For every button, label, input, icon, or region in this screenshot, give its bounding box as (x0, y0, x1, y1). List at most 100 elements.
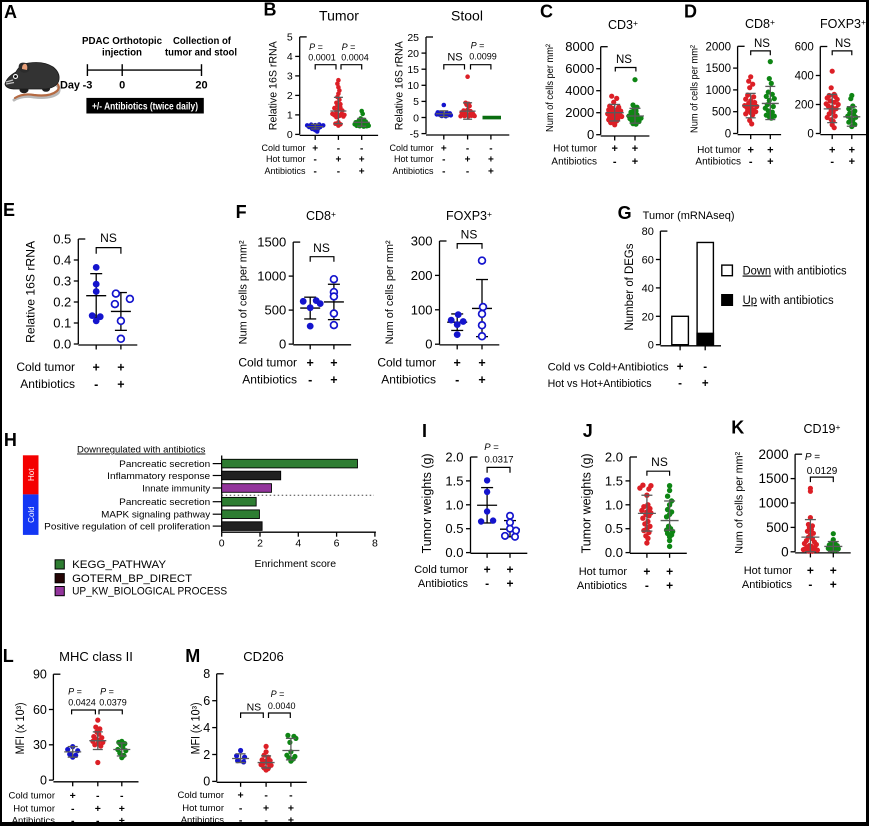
svg-text:0: 0 (413, 112, 419, 124)
svg-text:0: 0 (725, 129, 731, 141)
svg-text:0.5: 0.5 (53, 232, 71, 247)
svg-text:5: 5 (413, 96, 419, 108)
svg-text:+: + (307, 356, 314, 370)
svg-text:Pancreatic secretion: Pancreatic secretion (119, 459, 210, 470)
svg-text:Antibiotics: Antibiotics (577, 580, 628, 592)
svg-text:Collection of: Collection of (173, 35, 231, 47)
svg-text:UP_KW_BIOLOGICAL PROCESS: UP_KW_BIOLOGICAL PROCESS (72, 586, 227, 598)
svg-text:0: 0 (279, 337, 286, 352)
svg-text:300: 300 (411, 234, 433, 249)
svg-text:P =: P = (805, 452, 820, 463)
svg-text:Tumor: Tumor (319, 8, 359, 24)
svg-text:+: + (488, 167, 494, 178)
svg-text:6: 6 (334, 538, 340, 550)
svg-text:-: - (71, 815, 75, 826)
svg-text:1500: 1500 (706, 63, 732, 75)
svg-text:P =: P = (309, 42, 323, 52)
svg-text:500: 500 (712, 107, 731, 119)
svg-text:+: + (335, 155, 341, 166)
svg-text:Hot tumor: Hot tumor (744, 565, 793, 577)
svg-text:FOXP3+: FOXP3+ (820, 17, 866, 31)
svg-text:-: - (71, 803, 75, 815)
svg-text:0.0129: 0.0129 (807, 466, 838, 477)
svg-text:100: 100 (411, 302, 433, 317)
svg-text:1.5: 1.5 (605, 473, 623, 488)
svg-text:30: 30 (33, 738, 47, 752)
svg-text:-: - (645, 579, 649, 593)
svg-text:0: 0 (287, 129, 293, 141)
svg-text:Hot tumor: Hot tumor (182, 803, 224, 814)
svg-text:-: - (749, 156, 753, 168)
svg-text:-: - (337, 167, 340, 178)
svg-text:+: + (288, 803, 294, 815)
svg-text:20: 20 (195, 80, 207, 92)
svg-text:+: + (506, 577, 513, 591)
svg-text:-5: -5 (410, 128, 419, 140)
svg-text:6: 6 (203, 694, 210, 708)
svg-text:+: + (807, 563, 814, 577)
svg-text:Cold tumor: Cold tumor (238, 356, 297, 370)
svg-text:0: 0 (119, 80, 125, 92)
svg-text:P =: P = (342, 42, 356, 52)
svg-text:+: + (478, 373, 485, 387)
svg-text:25: 25 (407, 32, 419, 44)
svg-text:4: 4 (295, 538, 301, 550)
svg-text:+: + (611, 143, 617, 155)
svg-text:Cold tumor: Cold tumor (389, 143, 433, 153)
svg-text:10: 10 (407, 80, 419, 92)
svg-text:+/- Antibiotics (twice daily): +/- Antibiotics (twice daily) (92, 100, 198, 112)
svg-text:E: E (3, 200, 15, 220)
svg-text:200: 200 (795, 100, 814, 112)
svg-text:+: + (288, 815, 294, 826)
svg-text:+: + (702, 378, 709, 390)
svg-text:90: 90 (33, 668, 47, 682)
svg-text:C: C (540, 2, 553, 22)
svg-text:Num of cells per mm²: Num of cells per mm² (384, 240, 396, 344)
svg-text:80: 80 (642, 226, 654, 238)
svg-text:20: 20 (642, 311, 654, 323)
svg-text:Hot: Hot (27, 468, 36, 481)
svg-text:CD3+: CD3+ (608, 18, 638, 32)
svg-text:-: - (314, 155, 317, 166)
svg-text:2.0: 2.0 (445, 450, 463, 465)
svg-text:+: + (119, 815, 125, 826)
svg-text:1.0: 1.0 (605, 497, 623, 512)
svg-text:+: + (330, 373, 337, 387)
svg-text:1000: 1000 (706, 85, 732, 97)
svg-text:1: 1 (287, 110, 293, 122)
svg-text:0.0: 0.0 (605, 545, 623, 560)
svg-text:0: 0 (425, 337, 432, 352)
svg-text:-: - (442, 167, 445, 178)
svg-text:Num of cells per mm²: Num of cells per mm² (689, 45, 701, 133)
svg-text:0.0001: 0.0001 (308, 53, 336, 63)
svg-text:NS: NS (447, 52, 462, 64)
svg-text:3: 3 (287, 71, 293, 83)
svg-text:NS: NS (835, 38, 851, 50)
svg-text:0.0099: 0.0099 (469, 52, 497, 62)
svg-text:500: 500 (766, 520, 789, 535)
svg-text:2000: 2000 (759, 447, 789, 462)
svg-text:Cold vs Cold+Antibiotics: Cold vs Cold+Antibiotics (548, 362, 670, 374)
svg-text:2000: 2000 (565, 105, 594, 120)
svg-text:MHC class II: MHC class II (59, 649, 133, 664)
svg-text:Hot tumor: Hot tumor (697, 145, 742, 156)
svg-text:Pancreatic secretion: Pancreatic secretion (119, 497, 210, 508)
svg-text:NS: NS (247, 702, 262, 714)
svg-text:+: + (95, 803, 101, 815)
svg-text:-: - (466, 167, 469, 178)
svg-text:+: + (119, 803, 125, 815)
svg-text:Hot tumor: Hot tumor (266, 154, 306, 164)
svg-text:-3: -3 (83, 80, 93, 92)
svg-text:Tumor (mRNAseq): Tumor (mRNAseq) (643, 210, 735, 222)
svg-text:0: 0 (807, 129, 813, 141)
svg-text:Downregulated with antibiotics: Downregulated with antibiotics (77, 445, 206, 456)
svg-text:Antibiotics: Antibiotics (242, 372, 297, 386)
svg-text:0: 0 (219, 538, 225, 550)
svg-text:-: - (337, 144, 340, 155)
svg-text:P =: P = (100, 687, 114, 697)
svg-text:Up with antibiotics: Up with antibiotics (743, 295, 834, 307)
svg-text:0.1: 0.1 (53, 316, 71, 331)
svg-text:Num of cells per mm²: Num of cells per mm² (238, 240, 250, 344)
svg-text:A: A (4, 2, 17, 22)
svg-text:0.0379: 0.0379 (99, 698, 127, 708)
